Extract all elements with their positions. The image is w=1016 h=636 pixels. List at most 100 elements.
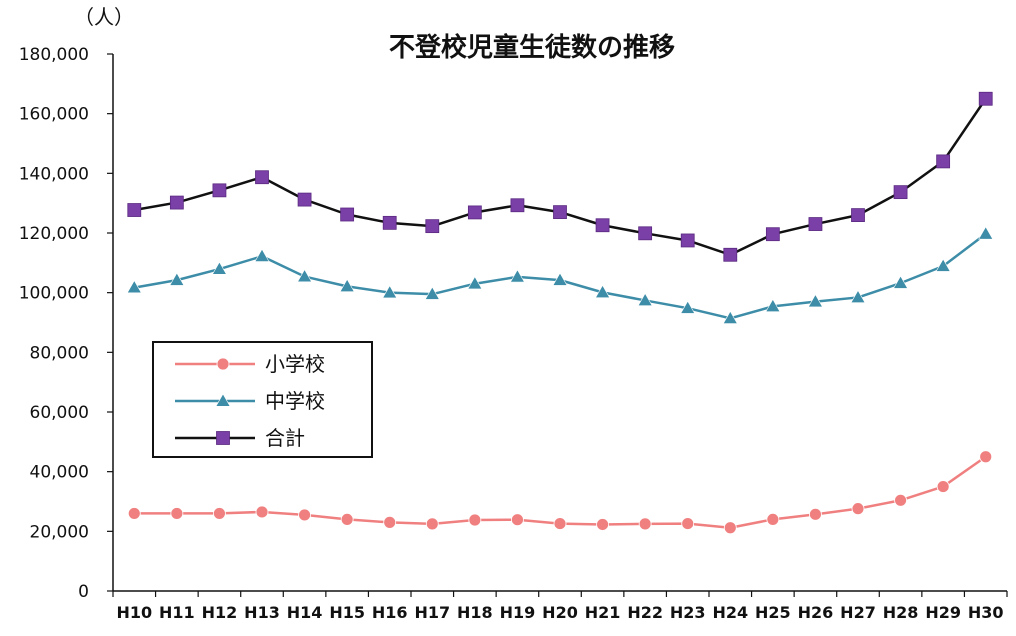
data-point bbox=[681, 517, 695, 530]
data-point bbox=[765, 227, 780, 242]
data-point bbox=[851, 502, 865, 516]
data-point bbox=[170, 507, 184, 520]
data-point bbox=[765, 298, 781, 312]
data-point bbox=[383, 515, 397, 529]
data-point bbox=[723, 521, 737, 535]
x-tick-label: H21 bbox=[585, 603, 621, 622]
x-tick-label: H17 bbox=[414, 603, 450, 622]
x-tick-label: H29 bbox=[925, 603, 961, 622]
x-tick-label: H26 bbox=[798, 603, 834, 622]
x-tick-label: H15 bbox=[329, 603, 365, 622]
data-point bbox=[723, 247, 738, 262]
data-point bbox=[339, 278, 355, 292]
data-point bbox=[680, 300, 696, 314]
data-point bbox=[595, 284, 611, 298]
y-tick-label: 20,000 bbox=[30, 522, 89, 542]
legend-item: 合計 bbox=[175, 426, 305, 450]
x-tick-label: H11 bbox=[159, 603, 195, 622]
data-point bbox=[936, 154, 951, 169]
data-point bbox=[169, 195, 184, 210]
x-tick-label: H22 bbox=[627, 603, 663, 622]
data-point bbox=[637, 292, 653, 306]
data-point bbox=[552, 272, 568, 286]
data-point bbox=[340, 207, 355, 222]
data-point bbox=[851, 208, 865, 223]
data-point bbox=[254, 248, 270, 262]
data-point bbox=[638, 226, 653, 241]
x-tick-label: H12 bbox=[202, 603, 238, 622]
x-tick-label: H16 bbox=[372, 603, 408, 622]
data-point bbox=[595, 218, 610, 233]
x-tick-label: H14 bbox=[287, 603, 323, 622]
legend-label: 小学校 bbox=[265, 352, 325, 376]
series-1 bbox=[126, 226, 994, 324]
legend-item: 中学校 bbox=[175, 389, 325, 413]
data-point bbox=[340, 513, 354, 526]
data-point bbox=[298, 508, 311, 522]
data-point bbox=[425, 219, 440, 234]
legend-box bbox=[152, 341, 373, 458]
x-tick-label: H27 bbox=[840, 603, 876, 622]
data-point bbox=[509, 269, 525, 283]
y-tick-label: 80,000 bbox=[30, 343, 89, 363]
series-0 bbox=[127, 450, 993, 535]
y-tick-label: 0 bbox=[78, 582, 89, 602]
data-point bbox=[127, 203, 142, 217]
series-2 bbox=[127, 91, 993, 262]
data-point bbox=[893, 275, 909, 289]
data-point bbox=[638, 517, 652, 531]
data-point bbox=[467, 205, 482, 220]
data-point bbox=[809, 507, 822, 521]
series-layer bbox=[126, 91, 994, 535]
data-point bbox=[978, 91, 993, 106]
data-point bbox=[680, 233, 695, 248]
legend-label: 合計 bbox=[265, 426, 305, 450]
x-tick-label: H13 bbox=[244, 603, 280, 622]
data-point bbox=[211, 261, 227, 275]
data-point bbox=[126, 279, 142, 294]
axes: 0 20,000 40,000 60,000 80,000 100,000 120,000 1… bbox=[19, 45, 1008, 622]
x-tick-label: H10 bbox=[116, 603, 152, 622]
data-point bbox=[511, 513, 524, 527]
y-tick-label: 120,000 bbox=[19, 224, 89, 244]
data-point bbox=[893, 185, 908, 200]
data-point bbox=[297, 268, 313, 283]
y-tick-label: 180,000 bbox=[19, 45, 89, 65]
data-point bbox=[808, 217, 823, 231]
y-tick-label: 140,000 bbox=[19, 164, 89, 184]
legend-swatch-marker bbox=[215, 393, 231, 407]
y-tick-label: 60,000 bbox=[30, 403, 89, 423]
data-point bbox=[935, 258, 951, 272]
y-tick-label: 160,000 bbox=[19, 105, 89, 125]
y-tick-label: 40,000 bbox=[30, 463, 89, 483]
data-point bbox=[467, 276, 483, 290]
x-tick-label: H24 bbox=[712, 603, 748, 622]
data-point bbox=[596, 518, 609, 531]
data-point bbox=[894, 493, 907, 507]
data-point bbox=[255, 505, 269, 519]
data-point bbox=[424, 286, 440, 300]
y-tick-label: 100,000 bbox=[19, 284, 89, 304]
legend-label: 中学校 bbox=[265, 389, 325, 413]
data-point bbox=[979, 450, 993, 464]
data-point bbox=[213, 507, 226, 520]
data-point bbox=[127, 507, 141, 520]
y-axis-unit-label: （人） bbox=[74, 5, 134, 29]
data-point bbox=[212, 183, 227, 198]
data-point bbox=[297, 192, 312, 207]
data-point bbox=[807, 294, 823, 308]
legend-swatch-marker bbox=[216, 357, 230, 371]
data-point bbox=[510, 198, 525, 213]
data-point bbox=[936, 480, 950, 493]
legend-swatch-marker bbox=[216, 431, 230, 445]
x-tick-label: H20 bbox=[542, 603, 578, 622]
x-tick-label: H23 bbox=[670, 603, 706, 622]
x-tick-label: H19 bbox=[500, 603, 536, 622]
data-point bbox=[382, 215, 397, 230]
data-point bbox=[169, 272, 185, 286]
x-tick-label: H30 bbox=[968, 603, 1004, 622]
data-point bbox=[382, 285, 398, 299]
x-tick-label: H25 bbox=[755, 603, 791, 622]
